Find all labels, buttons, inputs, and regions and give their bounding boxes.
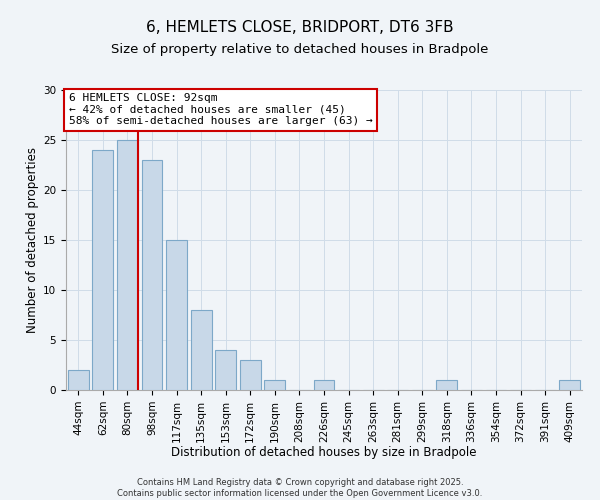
- Text: Size of property relative to detached houses in Bradpole: Size of property relative to detached ho…: [112, 42, 488, 56]
- Bar: [559, 380, 580, 390]
- Y-axis label: Number of detached properties: Number of detached properties: [26, 147, 39, 333]
- Text: 6, HEMLETS CLOSE, BRIDPORT, DT6 3FB: 6, HEMLETS CLOSE, BRIDPORT, DT6 3FB: [146, 20, 454, 35]
- Bar: [240, 360, 261, 390]
- Text: 6 HEMLETS CLOSE: 92sqm
← 42% of detached houses are smaller (45)
58% of semi-det: 6 HEMLETS CLOSE: 92sqm ← 42% of detached…: [68, 93, 373, 126]
- Bar: [191, 310, 212, 390]
- Bar: [142, 160, 163, 390]
- Bar: [265, 380, 286, 390]
- Bar: [68, 370, 89, 390]
- Bar: [314, 380, 334, 390]
- X-axis label: Distribution of detached houses by size in Bradpole: Distribution of detached houses by size …: [171, 446, 477, 459]
- Bar: [92, 150, 113, 390]
- Bar: [117, 140, 138, 390]
- Bar: [436, 380, 457, 390]
- Bar: [166, 240, 187, 390]
- Bar: [215, 350, 236, 390]
- Text: Contains HM Land Registry data © Crown copyright and database right 2025.
Contai: Contains HM Land Registry data © Crown c…: [118, 478, 482, 498]
